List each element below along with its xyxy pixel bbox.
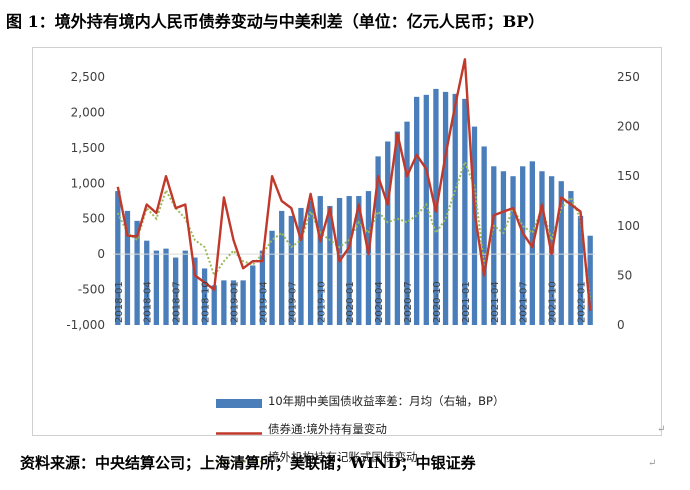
bar — [346, 196, 352, 325]
bar — [394, 131, 401, 325]
bar — [173, 257, 179, 325]
bar — [115, 191, 121, 325]
left-axis-tick: 2,500 — [71, 70, 105, 84]
left-axis-tick: 1,500 — [71, 141, 105, 155]
bar — [491, 166, 497, 325]
right-axis-tick: 100 — [617, 219, 640, 233]
x-axis-tick: 2019-04 — [258, 281, 269, 323]
figure-title: 图 1：境外持有境内人民币债券变动与中美利差（单位：亿元人民币；BP） — [6, 12, 545, 31]
legend-swatch-bar — [216, 399, 262, 408]
bar — [298, 207, 304, 325]
bar — [211, 285, 217, 325]
bar — [577, 215, 584, 325]
bar — [539, 171, 545, 325]
paragraph-mark: ↵ — [648, 458, 657, 469]
left-axis-tick: 1,000 — [71, 176, 105, 190]
bar — [568, 191, 574, 325]
source-note: 资料来源：中央结算公司；上海清算所；美联储；WIND；中银证券 — [20, 454, 476, 472]
x-axis-tick: 2021-07 — [519, 281, 530, 323]
bar — [423, 94, 429, 325]
x-axis-tick: 2020-01 — [345, 281, 356, 323]
bar — [365, 191, 372, 325]
bar — [558, 181, 564, 325]
x-axis-tick: 2021-10 — [548, 281, 559, 323]
chart-frame: -1,000 -500 0 500 1,000 1,500 2,000 2,500 0 50 100… — [32, 47, 662, 464]
legend-label-line: 债券通:境外持有量变动 — [268, 422, 387, 436]
left-axis-tick: -1,000 — [66, 318, 105, 332]
x-axis-tick: 2021-04 — [490, 281, 501, 323]
right-axis-tick: 250 — [617, 70, 640, 84]
bar — [134, 220, 140, 325]
x-axis-tick: 2020-10 — [432, 281, 443, 323]
bar — [442, 91, 449, 325]
bar — [356, 196, 362, 325]
bar — [163, 248, 169, 325]
bar — [288, 215, 294, 325]
bar — [201, 268, 208, 325]
series-line-main — [116, 58, 592, 311]
left-axis-tick: 2,000 — [71, 105, 105, 119]
left-axis-tick: 500 — [82, 212, 105, 226]
bar — [452, 93, 458, 325]
x-axis-tick: 2022-01 — [577, 281, 588, 323]
legend-label-dotted: 境外机构持有记账式国债变动 — [268, 450, 418, 464]
bar — [307, 201, 314, 325]
legend-swatch-line — [216, 427, 262, 436]
bar — [221, 280, 227, 325]
bar — [462, 98, 468, 325]
bar — [192, 257, 198, 325]
x-axis-tick: 2020-07 — [403, 281, 414, 323]
x-axis-tick: 2018-07 — [172, 281, 183, 323]
x-axis-tick: 2019-07 — [287, 281, 298, 323]
bar — [317, 196, 323, 325]
x-axis-tick: 2021-01 — [461, 281, 472, 323]
bar — [153, 250, 160, 325]
chart-plot: -1,000 -500 0 500 1,000 1,500 2,000 2,500 0 50 100… — [66, 58, 640, 332]
x-axis-tick: 2018-04 — [143, 281, 154, 323]
right-axis-tick: 0 — [617, 318, 625, 332]
bar — [385, 141, 391, 325]
bar — [182, 250, 188, 325]
left-axis-tick: -500 — [78, 283, 105, 297]
bar — [471, 126, 478, 325]
bar — [520, 166, 526, 325]
bar — [259, 250, 266, 325]
right-axis-tick: 200 — [617, 120, 640, 134]
bar — [144, 240, 150, 325]
x-axis-tick: 2019-01 — [230, 281, 241, 323]
x-axis-tick: 2020-04 — [374, 281, 385, 323]
bar — [375, 156, 381, 325]
bar — [230, 280, 237, 325]
bar — [404, 121, 410, 325]
bar — [124, 210, 131, 325]
right-axis-tick: 150 — [617, 169, 640, 183]
paragraph-mark: ↵ — [657, 424, 666, 435]
x-axis-tick: 2019-10 — [316, 281, 327, 323]
legend-label-bar: 10年期中美国债收益率差：月均（右轴，BP） — [268, 394, 505, 408]
x-axis-tick: 2018-10 — [201, 281, 212, 323]
bar — [481, 146, 487, 325]
left-axis-tick: 0 — [97, 247, 105, 261]
bar — [500, 171, 507, 325]
bar — [250, 265, 256, 325]
bar — [327, 205, 333, 325]
bar — [269, 230, 275, 325]
x-axis-tick: 2018-01 — [114, 281, 125, 323]
bar — [414, 96, 420, 325]
bar — [240, 280, 246, 325]
right-axis-tick: 50 — [617, 268, 632, 282]
bar — [587, 235, 593, 325]
bar — [510, 176, 516, 325]
bar — [279, 210, 285, 325]
